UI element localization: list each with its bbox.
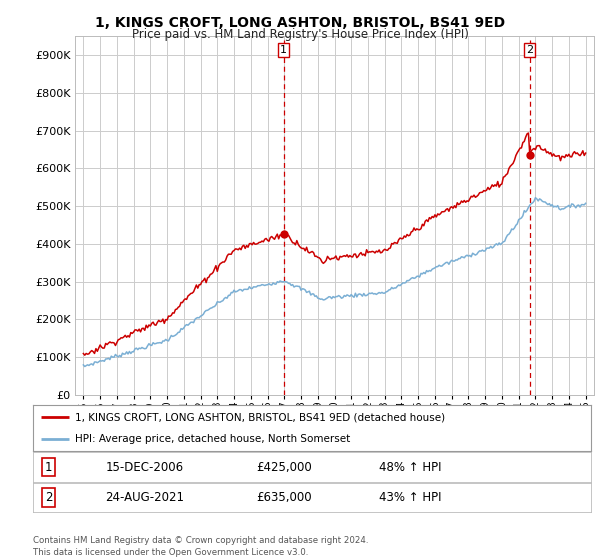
Text: Contains HM Land Registry data © Crown copyright and database right 2024.
This d: Contains HM Land Registry data © Crown c… — [33, 536, 368, 557]
Text: HPI: Average price, detached house, North Somerset: HPI: Average price, detached house, Nort… — [75, 435, 350, 444]
Text: £425,000: £425,000 — [256, 460, 312, 474]
Text: 48% ↑ HPI: 48% ↑ HPI — [379, 460, 442, 474]
Text: £635,000: £635,000 — [256, 491, 312, 505]
Text: 43% ↑ HPI: 43% ↑ HPI — [379, 491, 442, 505]
Text: 1: 1 — [280, 45, 287, 55]
Text: 1: 1 — [45, 460, 52, 474]
Text: Price paid vs. HM Land Registry's House Price Index (HPI): Price paid vs. HM Land Registry's House … — [131, 28, 469, 41]
Text: 15-DEC-2006: 15-DEC-2006 — [106, 460, 184, 474]
Text: 24-AUG-2021: 24-AUG-2021 — [106, 491, 185, 505]
Text: 2: 2 — [45, 491, 52, 505]
Text: 2: 2 — [526, 45, 533, 55]
Text: 1, KINGS CROFT, LONG ASHTON, BRISTOL, BS41 9ED (detached house): 1, KINGS CROFT, LONG ASHTON, BRISTOL, BS… — [75, 412, 445, 422]
Text: 1, KINGS CROFT, LONG ASHTON, BRISTOL, BS41 9ED: 1, KINGS CROFT, LONG ASHTON, BRISTOL, BS… — [95, 16, 505, 30]
